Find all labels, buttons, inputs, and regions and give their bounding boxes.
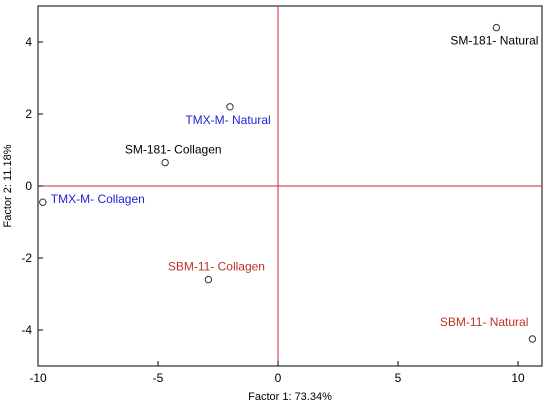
x-tick-label: 5 <box>395 371 402 385</box>
data-point-label: TMX-M- Collagen <box>51 192 145 206</box>
x-axis-title: Factor 1: 73.34% <box>248 391 332 403</box>
data-point-label: SBM-11- Collagen <box>168 260 265 274</box>
y-tick-label: 0 <box>25 179 32 193</box>
y-tick-label: -4 <box>21 323 32 337</box>
x-tick-label: 0 <box>275 371 282 385</box>
x-tick-label: 10 <box>511 371 525 385</box>
data-point-marker <box>528 335 537 343</box>
y-tick-label: 2 <box>25 107 32 121</box>
data-point-label: SM-181- Collagen <box>125 143 222 157</box>
y-axis-title: Factor 2: 11.18% <box>2 144 14 227</box>
y-axis-ticks: -4 -2 0 2 4 <box>21 35 43 337</box>
data-point-marker <box>161 158 169 167</box>
y-tick-label: 4 <box>25 35 32 49</box>
x-tick-label: -5 <box>153 371 164 385</box>
x-axis-ticks: -10 -5 0 5 10 <box>29 361 525 385</box>
reference-lines <box>38 6 542 366</box>
data-point-label: SBM-11- Natural <box>440 315 528 329</box>
data-point-marker <box>492 23 501 32</box>
data-point-label: TMX-M- Natural <box>185 113 270 127</box>
data-points: SM-181- Natural TMX-M- Natural SM-181- Col… <box>39 23 538 343</box>
data-point-label: SM-181- Natural <box>450 34 538 48</box>
x-tick-label: -10 <box>29 371 47 385</box>
y-tick-label: -2 <box>21 251 32 265</box>
data-point-marker <box>204 275 213 284</box>
data-point-marker <box>226 103 234 111</box>
data-point-marker <box>39 198 47 206</box>
